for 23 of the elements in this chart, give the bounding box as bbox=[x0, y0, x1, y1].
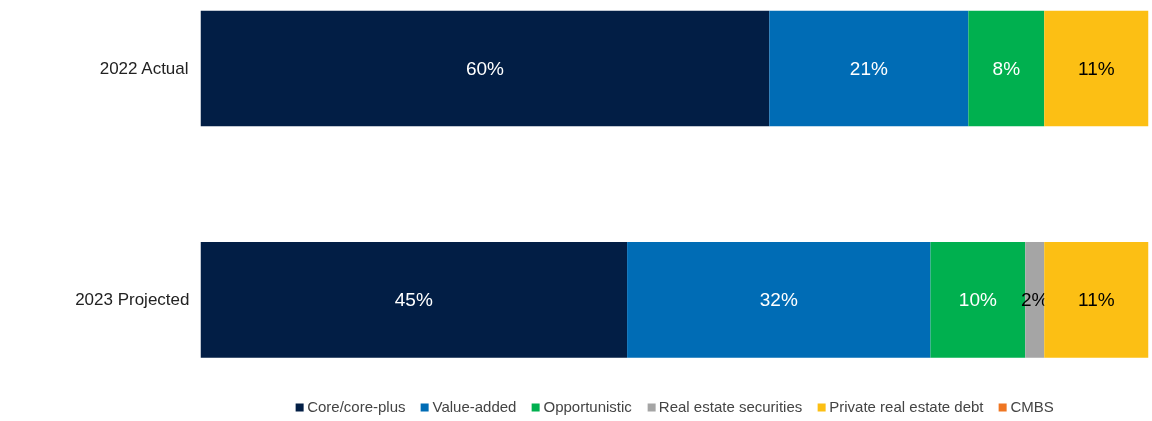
data-label: 45% bbox=[394, 289, 433, 311]
bar bbox=[1044, 241, 1149, 358]
legend-label: CMBS bbox=[1010, 398, 1054, 415]
data-label: 8% bbox=[992, 57, 1021, 79]
y-tick-label: 2023 Projected bbox=[75, 290, 190, 310]
bar bbox=[769, 10, 969, 127]
bar bbox=[1044, 10, 1149, 127]
legend-label: Value-added bbox=[432, 398, 517, 415]
data-label: 11% bbox=[1078, 57, 1115, 79]
bar bbox=[627, 241, 931, 358]
data-label: 10% bbox=[958, 289, 997, 311]
legend-label: Real estate securities bbox=[658, 398, 803, 415]
legend-label: Opportunistic bbox=[543, 398, 632, 415]
bar bbox=[968, 10, 1045, 127]
legend-label: Core/core-plus bbox=[307, 398, 406, 415]
bar bbox=[200, 10, 770, 127]
data-label: 60% bbox=[465, 57, 505, 79]
legend-label: Private real estate debt bbox=[829, 398, 984, 415]
data-label: 11% bbox=[1078, 289, 1115, 311]
data-label: 21% bbox=[849, 57, 888, 79]
bar bbox=[200, 241, 628, 358]
data-label: 32% bbox=[759, 289, 798, 311]
y-tick-label: 2022 Actual bbox=[99, 58, 189, 78]
